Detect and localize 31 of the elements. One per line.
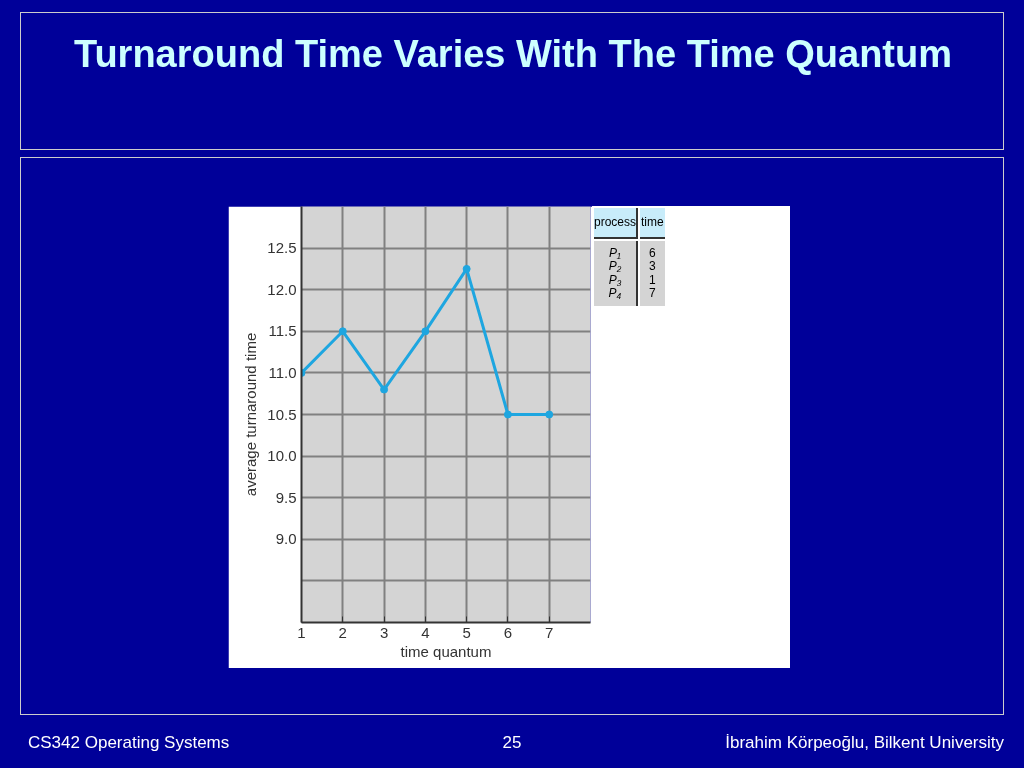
x-tick-label: 3 — [379, 623, 389, 641]
x-tick-label: 7 — [545, 623, 554, 641]
y-tick-label: 9.5 — [275, 488, 297, 506]
text: 7 — [648, 285, 657, 300]
x-tick-label: 1 — [297, 623, 306, 641]
y-tick-label: 11.0 — [268, 363, 297, 381]
text: İbrahim Körpeoğlu, Bilkent University — [725, 732, 1004, 754]
text: 1 — [648, 272, 657, 287]
text: 3 — [648, 259, 657, 274]
y-tick-label: 10.5 — [267, 405, 297, 423]
text: CS342 Operating Systems — [28, 732, 230, 754]
y-tick-label: 12.0 — [267, 280, 297, 298]
chart-title: Turnaround Time Varies With The Time Quantum — [73, 32, 953, 77]
text: P₃ — [607, 272, 623, 287]
x-axis-title: time quantum — [400, 642, 492, 660]
y-tick-label: 9.0 — [275, 530, 297, 548]
y-tick-label: 12.5 — [267, 239, 297, 257]
y-tick-label: 10.0 — [267, 447, 297, 465]
x-tick-label: 5 — [462, 623, 471, 641]
text: process — [594, 208, 639, 240]
text: 25 — [502, 733, 522, 752]
text: P₁ — [608, 246, 622, 261]
text: 6 — [648, 246, 657, 261]
y-tick-label: 11.5 — [268, 322, 297, 340]
text: P₄ — [607, 285, 623, 300]
y-axis-title: average turnaround time — [242, 332, 260, 497]
x-tick-label: 2 — [338, 623, 347, 641]
x-tick-label: 6 — [503, 623, 513, 641]
text: time — [640, 208, 665, 240]
x-tick-label: 4 — [421, 623, 430, 641]
text: P₂ — [607, 259, 623, 274]
